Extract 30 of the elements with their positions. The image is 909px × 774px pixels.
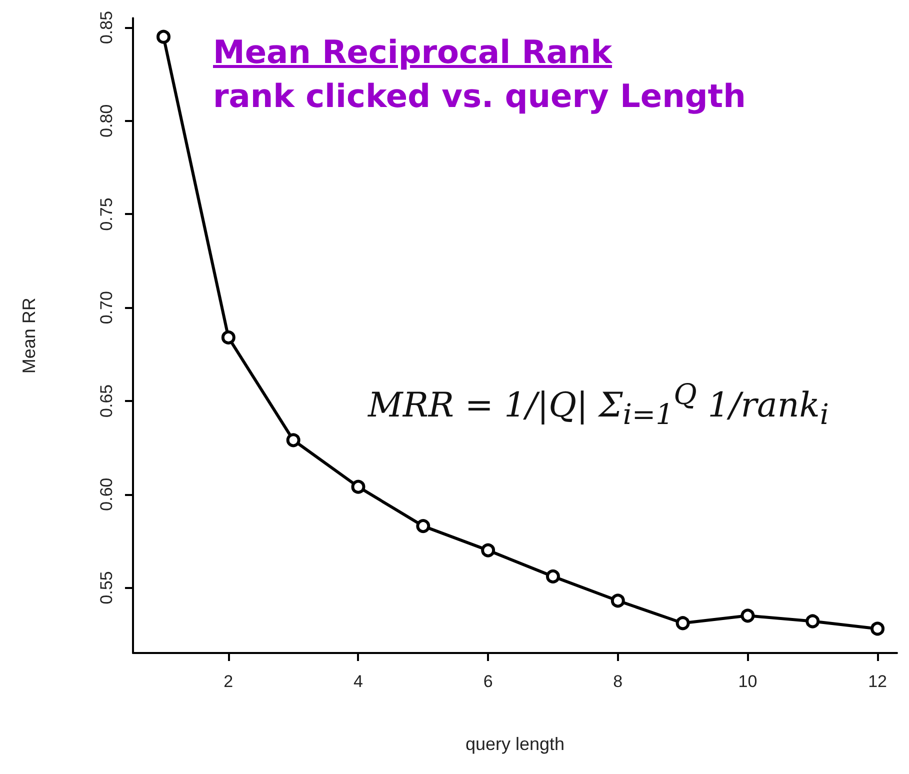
y-tick-label: 0.85 <box>97 10 116 44</box>
y-tick-label: 0.80 <box>97 104 116 138</box>
point <box>610 594 625 608</box>
point <box>481 543 496 558</box>
text: rank clicked vs. query Length <box>213 76 746 117</box>
x-axis-title: query length <box>465 734 565 754</box>
y-axis-title: Mean RR <box>19 298 39 374</box>
x-tick-label: 2 <box>224 672 234 691</box>
x-tick-label: 12 <box>868 672 887 691</box>
point <box>740 608 755 623</box>
point <box>416 519 430 534</box>
point <box>870 622 885 636</box>
point <box>156 30 171 44</box>
y-tick-label: 0.60 <box>97 478 116 511</box>
y-tick-label: 0.55 <box>97 571 116 604</box>
x-tick-label: 10 <box>738 672 758 691</box>
x-tick-label: 8 <box>613 672 623 691</box>
x-tick-label: 4 <box>354 672 363 691</box>
text: Mean Reciprocal Rank <box>213 32 614 73</box>
point <box>351 480 366 494</box>
point <box>676 616 690 630</box>
point <box>546 569 560 584</box>
x-tick-label: 6 <box>483 672 493 691</box>
point <box>806 614 820 628</box>
point <box>221 330 236 344</box>
y-tick-label: 0.75 <box>97 198 116 231</box>
y-tick-label: 0.70 <box>97 291 116 324</box>
y-tick-label: 0.65 <box>97 384 116 418</box>
point <box>286 433 300 448</box>
annotation: MRR = 1/|Q| Σ$_{i=1}$$^{Q}$ 1/rank$_{i}$ <box>368 378 829 432</box>
